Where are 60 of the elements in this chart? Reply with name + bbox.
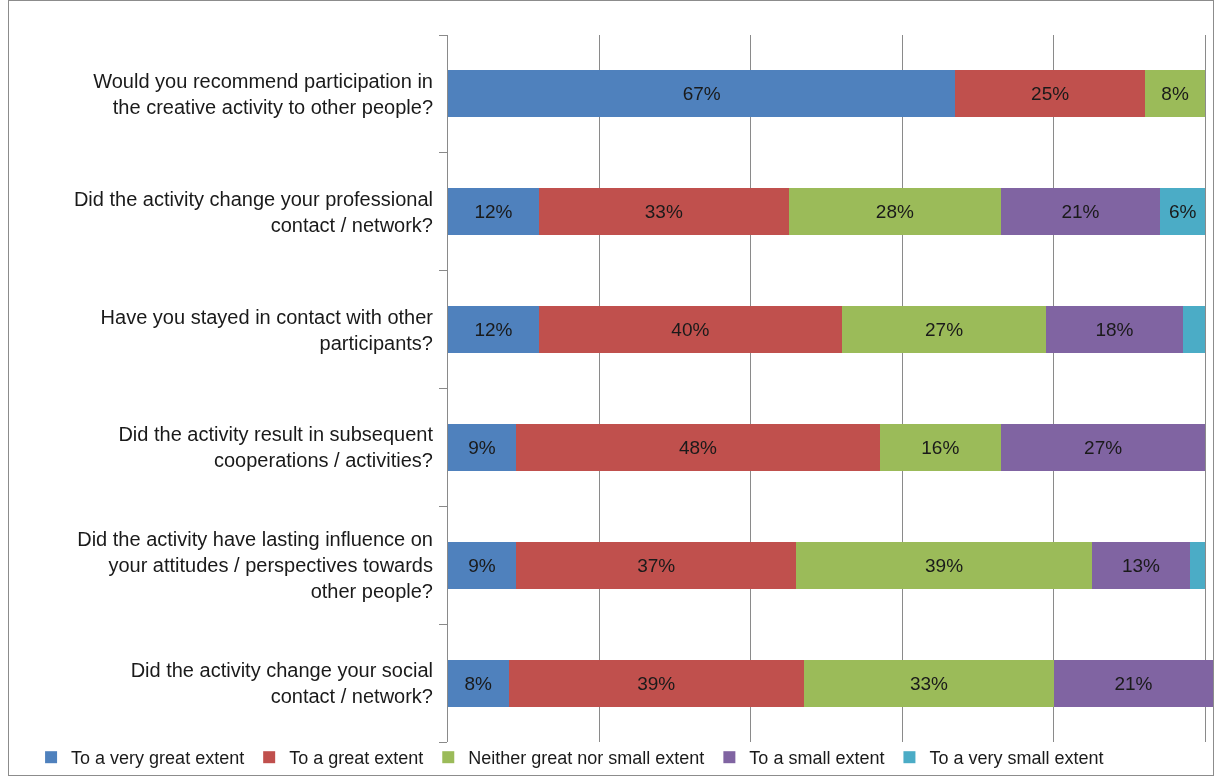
data-label: 12% xyxy=(474,201,513,223)
bar xyxy=(448,306,539,354)
data-label: 21% xyxy=(1061,201,1100,223)
data-label: 8% xyxy=(1161,83,1189,105)
bar xyxy=(448,659,509,707)
legend-label: To a great extent xyxy=(289,748,424,769)
bar xyxy=(538,188,789,236)
legend-label: To a small extent xyxy=(749,748,885,769)
bar xyxy=(448,541,517,589)
data-label: 18% xyxy=(1095,319,1134,341)
bar xyxy=(538,306,842,354)
data-label: 16% xyxy=(921,436,960,458)
bar xyxy=(803,659,1054,707)
bar xyxy=(516,541,797,589)
bar xyxy=(841,306,1047,354)
bar xyxy=(448,188,539,236)
data-label: 40% xyxy=(671,319,710,341)
y-tick-label: Did the activity change your social contact / network? xyxy=(130,659,433,708)
data-label: 25% xyxy=(1031,83,1070,105)
bar xyxy=(516,423,880,471)
bar xyxy=(1000,423,1206,471)
data-label: 8% xyxy=(464,672,493,694)
legend-label: To a very small extent xyxy=(929,748,1104,769)
bar xyxy=(1182,306,1206,354)
legend-label: Neither great nor small extent xyxy=(468,748,705,769)
bar xyxy=(1190,541,1206,589)
bar xyxy=(1000,188,1160,236)
legend-label: To a very great extent xyxy=(71,748,245,769)
y-tick-label: Did the activity have lasting influence on your attitudes / perspectives towards other people? xyxy=(77,528,433,603)
data-label: 39% xyxy=(637,672,676,694)
bar xyxy=(1053,659,1213,707)
bar xyxy=(796,541,1092,589)
bar xyxy=(788,188,1001,236)
data-label: 48% xyxy=(678,436,718,458)
y-tick-label: Have you stayed in contact with other participants? xyxy=(100,305,434,354)
data-label: 27% xyxy=(1084,436,1123,458)
y-tick-label: Would you recommend participation in the creative activity to other people? xyxy=(93,69,433,118)
data-label: 37% xyxy=(637,554,676,576)
y-tick-label: Did the activity change your professional contact / network? xyxy=(73,187,433,236)
data-label: 9% xyxy=(468,436,496,458)
data-label: 6% xyxy=(1168,201,1197,223)
data-label: 12% xyxy=(474,319,513,341)
bar xyxy=(955,70,1145,118)
data-label: 39% xyxy=(925,554,964,576)
bar xyxy=(448,423,517,471)
bar xyxy=(1046,306,1183,354)
data-label: 9% xyxy=(468,554,496,576)
bar xyxy=(508,659,804,707)
data-label: 33% xyxy=(644,201,683,223)
data-label: 28% xyxy=(875,201,914,223)
data-label: 33% xyxy=(909,672,949,694)
data-label: 13% xyxy=(1121,554,1161,576)
bar xyxy=(448,70,956,118)
bar xyxy=(879,423,1001,471)
data-label: 27% xyxy=(925,319,964,341)
data-label: 21% xyxy=(1114,672,1153,694)
bar xyxy=(1144,70,1206,118)
y-tick-label: Did the activity result in subsequent cooperations / activities? xyxy=(118,423,434,472)
data-label: 67% xyxy=(682,83,721,105)
bar xyxy=(1091,541,1191,589)
